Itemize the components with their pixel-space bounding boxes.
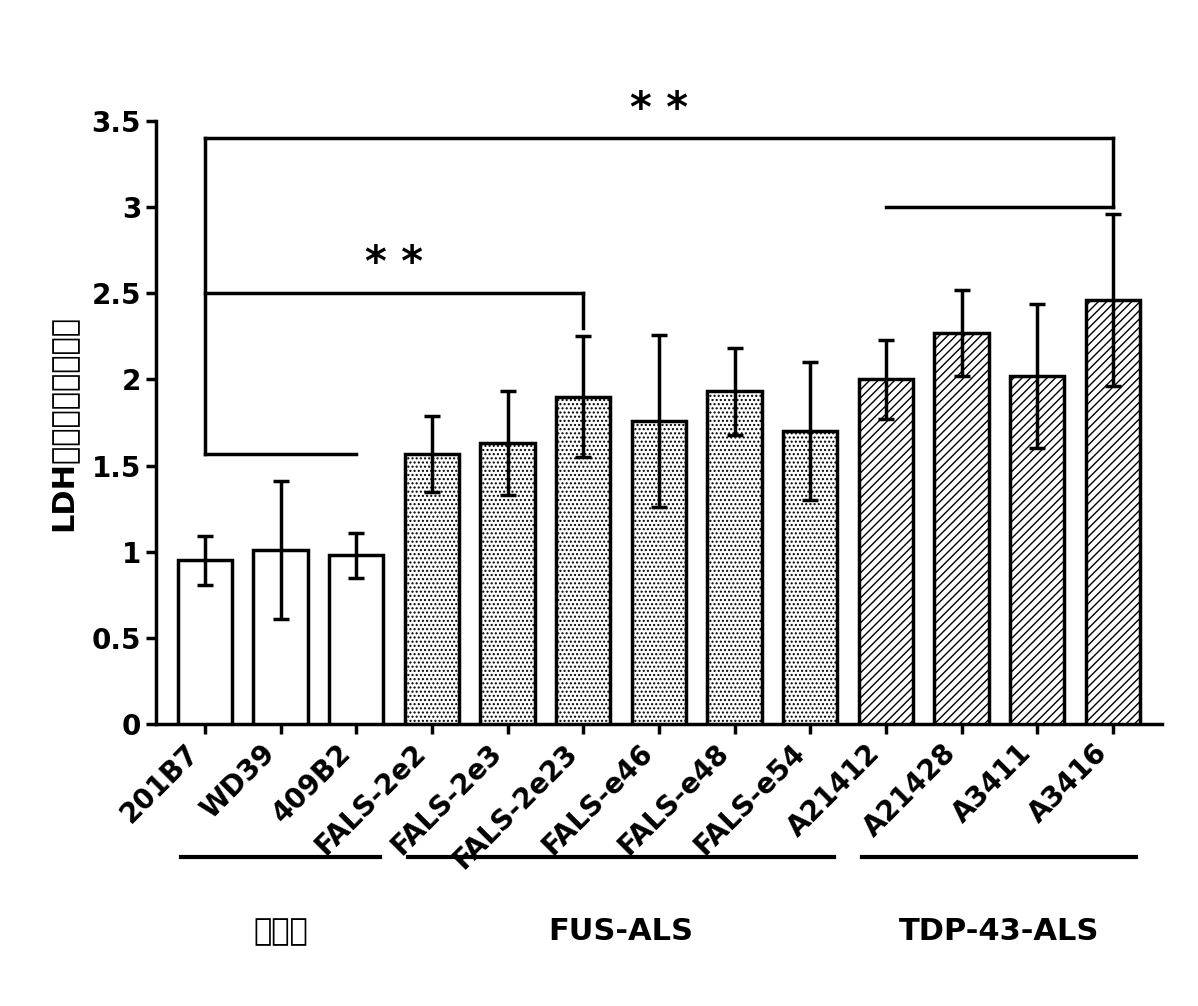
Bar [177,560,232,724]
Bar [556,396,611,724]
Bar [783,432,837,724]
Bar [934,333,988,724]
Bar [480,444,534,724]
Y-axis label: LDH漏出率（相対値）: LDH漏出率（相対値） [49,315,78,530]
Text: TDP-43-ALS: TDP-43-ALS [900,917,1100,947]
Text: 健康人: 健康人 [253,917,308,947]
Bar [329,555,383,724]
Bar [405,454,459,724]
Text: FUS-ALS: FUS-ALS [549,917,694,947]
Bar [631,421,686,724]
Bar [253,550,308,724]
Bar [1010,376,1065,724]
Bar [859,379,913,724]
Bar [1085,300,1140,724]
Bar [707,391,762,724]
Text: * *: * * [630,90,688,131]
Text: * *: * * [365,242,423,285]
